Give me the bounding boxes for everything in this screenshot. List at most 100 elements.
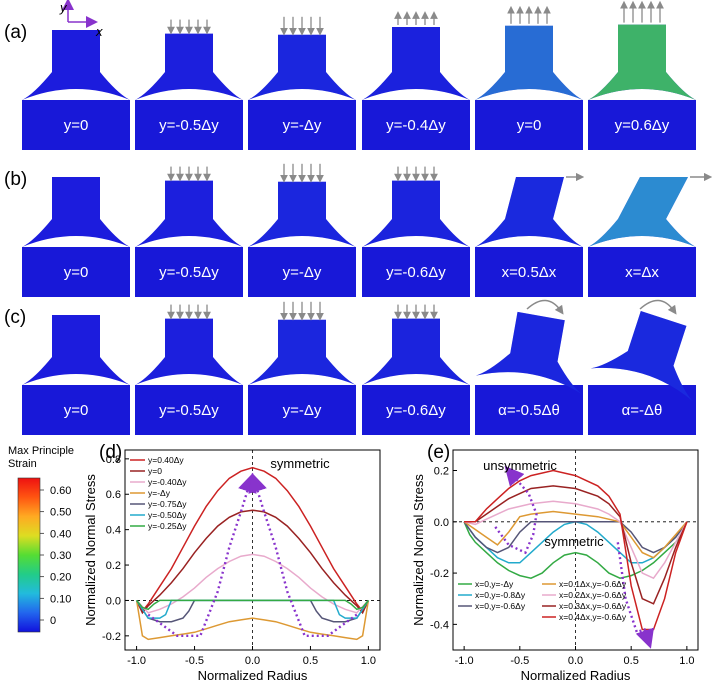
substrate-block [135, 100, 243, 150]
annotation-unsymmetric: unsymmetric [483, 458, 557, 473]
pillar-body [248, 34, 356, 100]
legend-label: y=0 [148, 466, 162, 476]
chart-e: -1.0 -0.5 0.0 0.5 1.0 -0.4 -0.2 0.0 0.2 Normalize… [411, 442, 699, 683]
pillar [362, 318, 470, 385]
legend-label: y=-0.25Δy [148, 521, 187, 531]
x-axis-title: Normalized Radius [198, 668, 308, 683]
pillar [588, 24, 696, 101]
series-line [463, 521, 688, 579]
substrate-block [135, 385, 243, 435]
x-tick-label: 0.0 [568, 655, 583, 667]
pillar [248, 319, 356, 385]
deformation-panels: (a) x y y=0 y=-0.5Δy y=-Δy y=-0.4Δy y=0 y=0.6Δy (… [4, 0, 713, 435]
deformation-cell: y=0 [22, 177, 130, 297]
pillar [22, 315, 130, 385]
y-axis-label: y [59, 0, 68, 15]
guide-arrow [248, 472, 358, 637]
guide-arrow [494, 465, 538, 555]
substrate-block [135, 247, 243, 297]
pillar-body [22, 315, 130, 385]
pillar-body [475, 177, 583, 247]
substrate-block [475, 247, 583, 297]
deformation-cell: x=0.5Δx [475, 172, 585, 297]
pillar [248, 181, 356, 247]
x-tick-label: -0.5 [510, 655, 529, 667]
series-line [136, 599, 369, 611]
x-axis-label: x [95, 24, 103, 39]
pillar-body [248, 319, 356, 385]
pillar-body [135, 180, 243, 247]
cell-label: y=0 [64, 402, 89, 419]
deformation-cell: y=-0.5Δy [135, 166, 243, 297]
cell-label: y=-0.5Δy [159, 117, 219, 134]
deformation-cell: y=0 [475, 5, 583, 150]
x-tick-label: 0.0 [245, 655, 260, 667]
x-tick-label: -0.5 [185, 655, 204, 667]
series-line [135, 509, 370, 615]
legend-label: y=-0.75Δy [148, 499, 187, 509]
legend-label: x=0,y=-0.6Δy [475, 601, 526, 611]
series-line [135, 600, 370, 641]
pillar [475, 25, 583, 100]
series-line [463, 521, 688, 554]
substrate-block [588, 385, 696, 435]
cell-label: y=-Δy [283, 117, 322, 134]
colorbar-tick-label: 0.40 [50, 528, 71, 540]
substrate-block [362, 247, 470, 297]
pillar-strain-overlay [135, 180, 243, 247]
colorbar-title-line2: Strain [8, 458, 37, 470]
chart-d: -1.0 -0.5 0.0 0.5 1.0 -0.2 0.0 0.2 0.4 0.6 0.8 Norm… [83, 442, 381, 683]
y-tick-label: 0.6 [106, 489, 121, 501]
series-line [464, 469, 688, 631]
y-tick-label: 0.2 [434, 466, 449, 478]
annotation-symmetric: symmetric [544, 534, 604, 549]
deformation-cell: y=0 [22, 315, 130, 435]
pillar-strain-overlay [475, 177, 583, 247]
cell-label: x=0.5Δx [502, 264, 557, 281]
deformation-cell: y=-0.6Δy [362, 166, 470, 297]
deformation-cell: y=-0.4Δy [362, 11, 470, 150]
pillar-strain-overlay [362, 27, 470, 100]
y-tick-label: 0.0 [106, 595, 121, 607]
pillar-strain-overlay [362, 180, 470, 247]
deformation-cell: y=-0.5Δy [135, 19, 243, 150]
deformation-cell: y=-Δy [248, 301, 356, 435]
colorbar-tick-label: 0 [50, 615, 56, 627]
y-tick-label: -0.2 [430, 568, 449, 580]
deformation-cell: x=Δx [588, 172, 713, 297]
y-axis-title: Normalized Normal Stress [83, 474, 98, 626]
x-tick-label: 1.0 [679, 655, 694, 667]
cell-label: y=0.6Δy [615, 117, 670, 134]
colorbar-tick-label: 0.10 [50, 593, 71, 605]
y-tick-label: -0.4 [430, 619, 449, 631]
pillar-strain-overlay [590, 311, 694, 402]
row-label: (b) [4, 169, 27, 190]
legend-label: y=0.40Δy [148, 455, 184, 465]
cell-label: x=Δx [625, 264, 659, 281]
pillar [135, 180, 243, 247]
colorbar-tick-label: 0.60 [50, 485, 71, 497]
deformation-cell: x y y=0 [22, 0, 130, 150]
pillar-strain-overlay [248, 34, 356, 100]
pillar-body [135, 33, 243, 100]
cell-label: α=-0.5Δθ [498, 402, 560, 419]
pillar-body [22, 30, 130, 100]
cell-label: y=-0.6Δy [386, 264, 446, 281]
y-tick-label: -0.2 [102, 631, 121, 643]
substrate-block [248, 247, 356, 297]
pillar-body [248, 181, 356, 247]
substrate-block [248, 385, 356, 435]
substrate-block [588, 100, 696, 150]
pillar [475, 311, 583, 395]
series-line [135, 599, 370, 619]
pillar-body [590, 311, 694, 402]
deformation-cell: y=-0.6Δy [362, 304, 470, 435]
pillar [135, 318, 243, 385]
substrate-block [22, 247, 130, 297]
cell-label: y=-0.5Δy [159, 402, 219, 419]
y-tick-label: 0.4 [106, 525, 121, 537]
legend-label: x=0.3Δx,y=-0.6Δy [559, 601, 627, 611]
deformation-cell: y=0.6Δy [588, 0, 696, 150]
colorbar-title-line1: Max Principle [8, 445, 74, 457]
pillar-strain-overlay [475, 311, 583, 395]
